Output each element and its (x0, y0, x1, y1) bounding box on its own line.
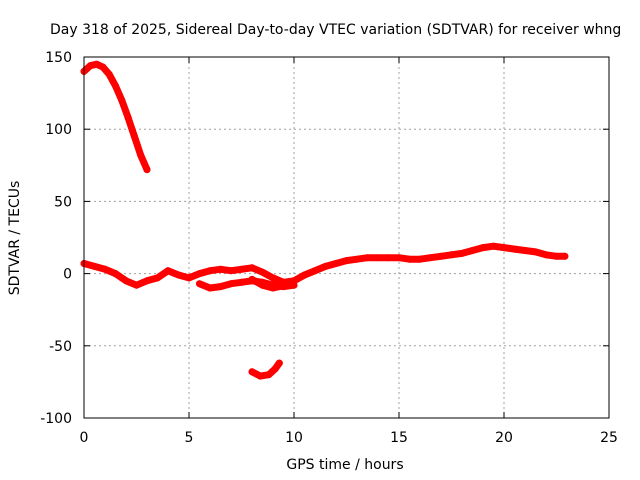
data-point (269, 284, 277, 292)
y-axis-label: SDTVAR / TECUs (7, 181, 23, 296)
x-tick-label: 5 (185, 430, 194, 446)
data-point (385, 254, 392, 262)
data-point (275, 283, 283, 291)
data-point (93, 60, 101, 68)
data-point (196, 270, 203, 278)
data-point (427, 254, 434, 262)
data-point (86, 62, 94, 70)
x-tick-label: 20 (495, 430, 513, 446)
y-tick-label: 50 (54, 194, 72, 210)
data-point (448, 251, 455, 259)
data-point (112, 270, 119, 278)
data-point (290, 281, 298, 289)
y-tick-label: 150 (45, 50, 72, 66)
data-point (353, 255, 361, 263)
data-point (112, 82, 119, 90)
x-tick-label: 0 (80, 430, 89, 446)
x-tick-label: 15 (390, 430, 408, 446)
data-point (332, 260, 340, 267)
data-point (101, 265, 109, 273)
x-tick-label: 10 (285, 430, 303, 446)
data-point (256, 372, 264, 380)
data-point (164, 267, 172, 275)
data-point (227, 267, 235, 275)
data-point (248, 368, 256, 376)
data-point (301, 271, 308, 279)
data-point (196, 280, 203, 288)
data-point (561, 252, 569, 260)
data-point (238, 265, 245, 273)
data-point (118, 96, 126, 104)
data-point (364, 254, 371, 262)
data-point (265, 371, 273, 379)
data-point (122, 277, 130, 285)
data-point (154, 274, 161, 282)
data-point (532, 248, 539, 256)
y-tick-label: -100 (40, 411, 72, 427)
chart-title: Day 318 of 2025, Sidereal Day-to-day VTE… (50, 22, 621, 38)
data-point (500, 244, 508, 252)
data-point (490, 242, 497, 250)
data-point (130, 132, 138, 140)
y-tick-label: 100 (45, 122, 72, 138)
axis-ticks: 0 5 10 15 20 25 150 100 50 0 -50 -100 (40, 50, 618, 446)
data-point (458, 249, 466, 257)
data-point (271, 365, 279, 373)
data-point (143, 277, 151, 285)
data-point (479, 244, 487, 252)
data-point (137, 151, 145, 159)
data-point (469, 247, 476, 254)
x-tick-label: 25 (600, 430, 618, 446)
data-point (374, 254, 382, 262)
data-point (322, 262, 329, 270)
data-point (248, 264, 256, 272)
data-point (437, 252, 445, 260)
data-point (175, 271, 182, 279)
y-tick-label: 0 (63, 267, 72, 283)
data-point (105, 70, 113, 78)
data-point (343, 257, 350, 265)
data-point (511, 245, 518, 253)
data-point (416, 255, 424, 263)
data-point (238, 278, 245, 286)
data-point (269, 274, 277, 282)
data-point (206, 284, 214, 292)
data-point (185, 274, 193, 282)
grid-lines (84, 57, 609, 418)
data-point (553, 252, 560, 260)
data-point (99, 63, 107, 71)
data-point (124, 114, 132, 122)
data-point (133, 281, 140, 289)
data-point (542, 251, 550, 259)
data-point (395, 254, 403, 262)
data-point (521, 247, 529, 254)
data-point (206, 267, 214, 275)
data-point (259, 268, 266, 276)
plot-frame (83, 56, 610, 419)
data-series (80, 60, 569, 380)
y-tick-label: -50 (49, 339, 72, 355)
data-point (217, 265, 224, 273)
x-axis-label: GPS time / hours (286, 457, 403, 473)
data-point (143, 166, 151, 174)
data-point (275, 359, 283, 367)
data-point (248, 275, 256, 283)
data-point (217, 283, 224, 291)
data-point (311, 267, 319, 275)
data-point (259, 281, 266, 289)
data-point (406, 255, 413, 263)
data-point (91, 262, 98, 270)
data-point (227, 280, 235, 288)
